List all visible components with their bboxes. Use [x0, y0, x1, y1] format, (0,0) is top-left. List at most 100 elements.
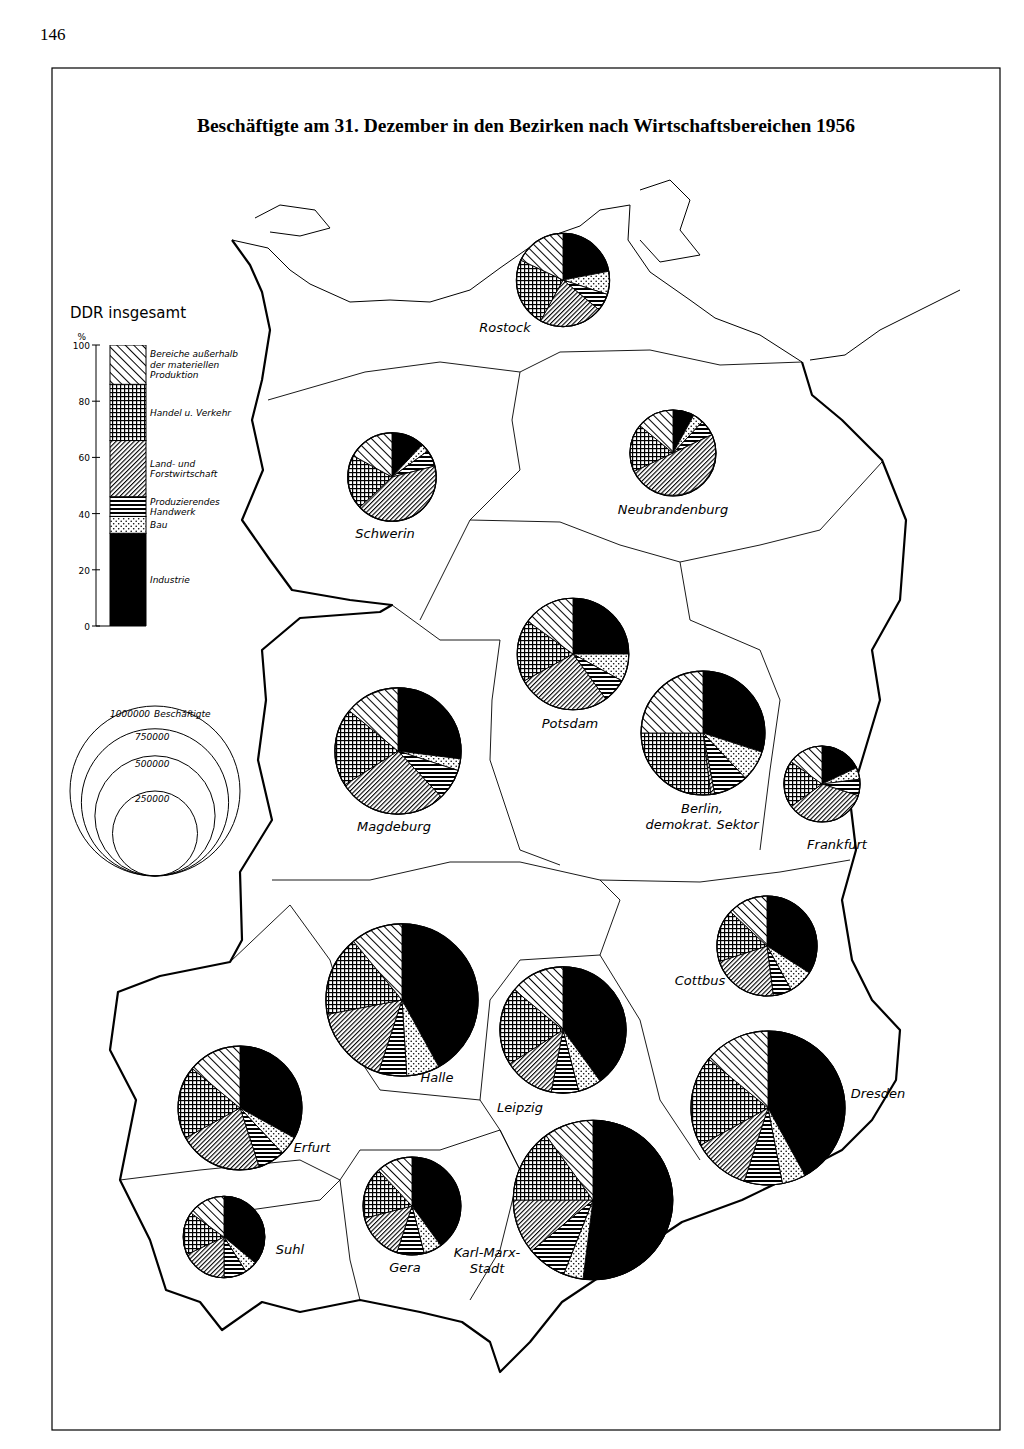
pie-size [691, 1031, 845, 1185]
text-line: Land- und [150, 459, 195, 469]
size-label: 1000000Beschäftigte [110, 709, 211, 719]
district-border [470, 372, 520, 520]
pie-outline [363, 1157, 461, 1255]
tick [92, 345, 100, 346]
tick-label: 100 [73, 341, 90, 351]
pie [513, 1120, 672, 1279]
text-line: Rostock [479, 320, 531, 335]
pie-slice [191, 1196, 224, 1237]
pie-size [641, 671, 765, 795]
legend-label: Industrie [150, 575, 190, 585]
tick [92, 513, 100, 514]
legend-label: ProduzierendesHandwerk [150, 497, 220, 518]
tick [92, 569, 100, 570]
text-line: Potsdam [542, 716, 599, 731]
pie [784, 746, 860, 822]
district-label: Halle [421, 1070, 454, 1085]
pie-outline [183, 1196, 265, 1278]
district-border [340, 1130, 520, 1300]
tick-label: 40 [79, 510, 91, 520]
tick-label: 60 [79, 453, 91, 463]
legend-label: Bau [150, 520, 168, 530]
text-line: Neubrandenburg [618, 502, 728, 517]
size-circle [70, 706, 240, 876]
text-line: Industrie [150, 575, 190, 585]
pie [500, 967, 626, 1093]
size-label: 500000 [135, 759, 170, 769]
district-label: Rostock [479, 320, 531, 335]
pie-outline [691, 1031, 845, 1185]
pie [326, 924, 478, 1076]
pie-slice [349, 688, 398, 751]
bar-segment [110, 516, 146, 533]
district-label: Karl-Marx-Stadt [454, 1245, 521, 1276]
district-label: Neubrandenburg [618, 502, 728, 517]
pie-slice [731, 896, 767, 946]
text-line: Berlin, [681, 801, 723, 816]
pie-slice [192, 1046, 240, 1108]
tick [92, 401, 100, 402]
bar-segment [110, 441, 146, 497]
bar-segment [110, 497, 146, 517]
pie-outline [335, 688, 461, 814]
frame [52, 68, 1000, 1430]
bar-group [110, 345, 146, 626]
text-line: demokrat. Sektor [645, 817, 760, 832]
text-line: Handel u. Verkehr [150, 408, 232, 418]
text-line: Leipzig [497, 1100, 543, 1115]
pie-slice [379, 1157, 412, 1206]
text-line: Bereiche außerhalb [150, 349, 238, 359]
pie-slice [528, 598, 573, 654]
text-line: Produzierendes [150, 497, 220, 507]
pie-outline [326, 924, 478, 1076]
y-axis [96, 345, 97, 626]
pie-size [178, 1046, 302, 1170]
size-value: 750000 [135, 732, 170, 742]
size-label: 750000 [135, 732, 170, 742]
pie-outline [717, 896, 817, 996]
text-line: Karl-Marx- [454, 1245, 521, 1260]
pie [517, 598, 628, 709]
district-label: Gera [389, 1260, 420, 1275]
pie-slice [354, 924, 402, 1000]
legend-label: Bereiche außerhalbder materiellenProdukt… [150, 349, 238, 380]
district-border [420, 520, 470, 620]
text-line: Magdeburg [357, 819, 431, 834]
district-label: Schwerin [355, 526, 414, 541]
text-line: Gera [389, 1260, 420, 1275]
pie-slice [398, 688, 461, 759]
pie-size [183, 1196, 265, 1278]
pie-slice [521, 233, 563, 280]
pie-size [516, 233, 609, 326]
pie-slice [353, 433, 392, 477]
pie-slice [641, 671, 703, 733]
pie-slice [791, 746, 822, 784]
district-label: Suhl [276, 1242, 305, 1257]
tick-label: 0 [84, 622, 90, 632]
pie-slice [513, 1200, 593, 1251]
district-label: Magdeburg [357, 819, 431, 834]
size-value: 500000 [135, 759, 170, 769]
pie [641, 671, 765, 795]
pie-size [363, 1157, 461, 1255]
pie [630, 410, 716, 496]
district-label: Frankfurt [807, 837, 868, 852]
text-line: der materiellen [150, 360, 219, 370]
size-value: 1000000 [110, 709, 150, 719]
size-label: 250000 [135, 794, 170, 804]
map [110, 180, 960, 1372]
pie-size [784, 746, 860, 822]
district-border [250, 1180, 360, 1300]
pie [717, 896, 817, 996]
size-circle [113, 791, 198, 876]
pie-size [326, 924, 478, 1076]
district-label: Potsdam [542, 716, 599, 731]
text-line: Halle [421, 1070, 454, 1085]
text-line: Produktion [150, 370, 199, 380]
size-value: 250000 [135, 794, 170, 804]
pie-outline [784, 746, 860, 822]
text-line: Schwerin [355, 526, 414, 541]
pie-outline [348, 433, 436, 521]
tick [92, 457, 100, 458]
pie-slice [641, 733, 711, 795]
